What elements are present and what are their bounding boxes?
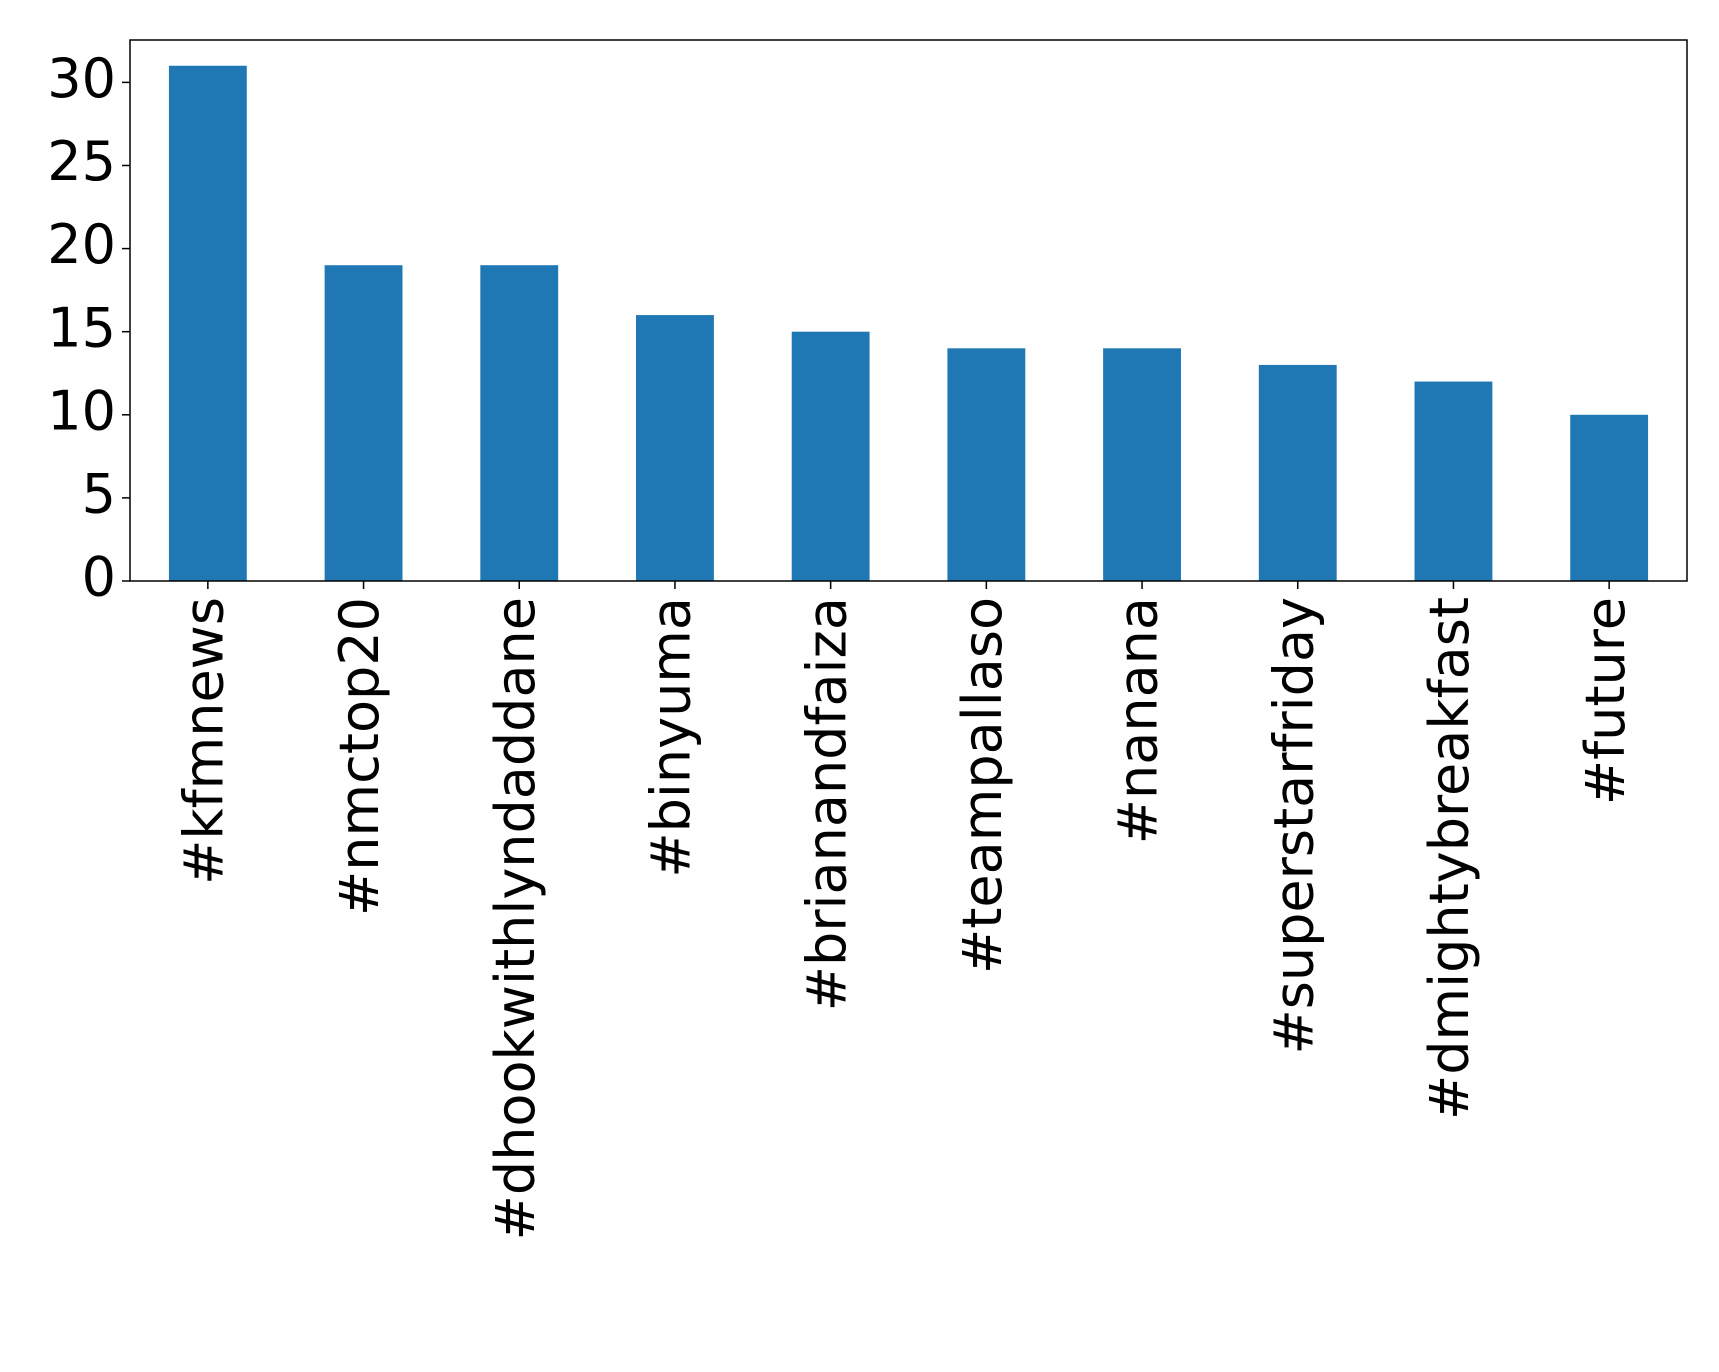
x-tick-label: #superstarfriday [1262,597,1325,1054]
y-tick-label: 20 [47,213,116,276]
x-tick-label: #nmctop20 [328,597,391,916]
bar [1258,364,1337,581]
x-tick-label: #kfmnews [172,597,235,885]
x-tick-label: #binyuma [640,597,703,878]
y-tick-label: 15 [47,296,116,359]
bar [947,348,1026,581]
y-tick-label: 10 [47,379,116,442]
y-tick-label: 30 [47,47,116,110]
x-tick-label: #nanana [1107,597,1170,844]
bar [1414,381,1493,581]
x-tick-label: #future [1574,597,1637,805]
bar [791,331,870,581]
bar [1103,348,1181,581]
bar [168,65,247,581]
bar [324,265,403,581]
y-tick-label: 5 [82,463,116,526]
x-tick-label: #dhookwithlyndaddane [484,597,547,1240]
bar [636,315,714,581]
y-tick-label: 25 [47,130,116,193]
bar [480,265,559,581]
plot-frame [129,39,1688,582]
y-tick-label: 0 [82,546,116,609]
x-tick-label: #dmightybreakfast [1418,597,1481,1120]
bar [1570,414,1649,581]
x-tick-label: #brianandfaiza [795,597,858,1011]
x-tick-label: #teampallaso [951,597,1014,974]
